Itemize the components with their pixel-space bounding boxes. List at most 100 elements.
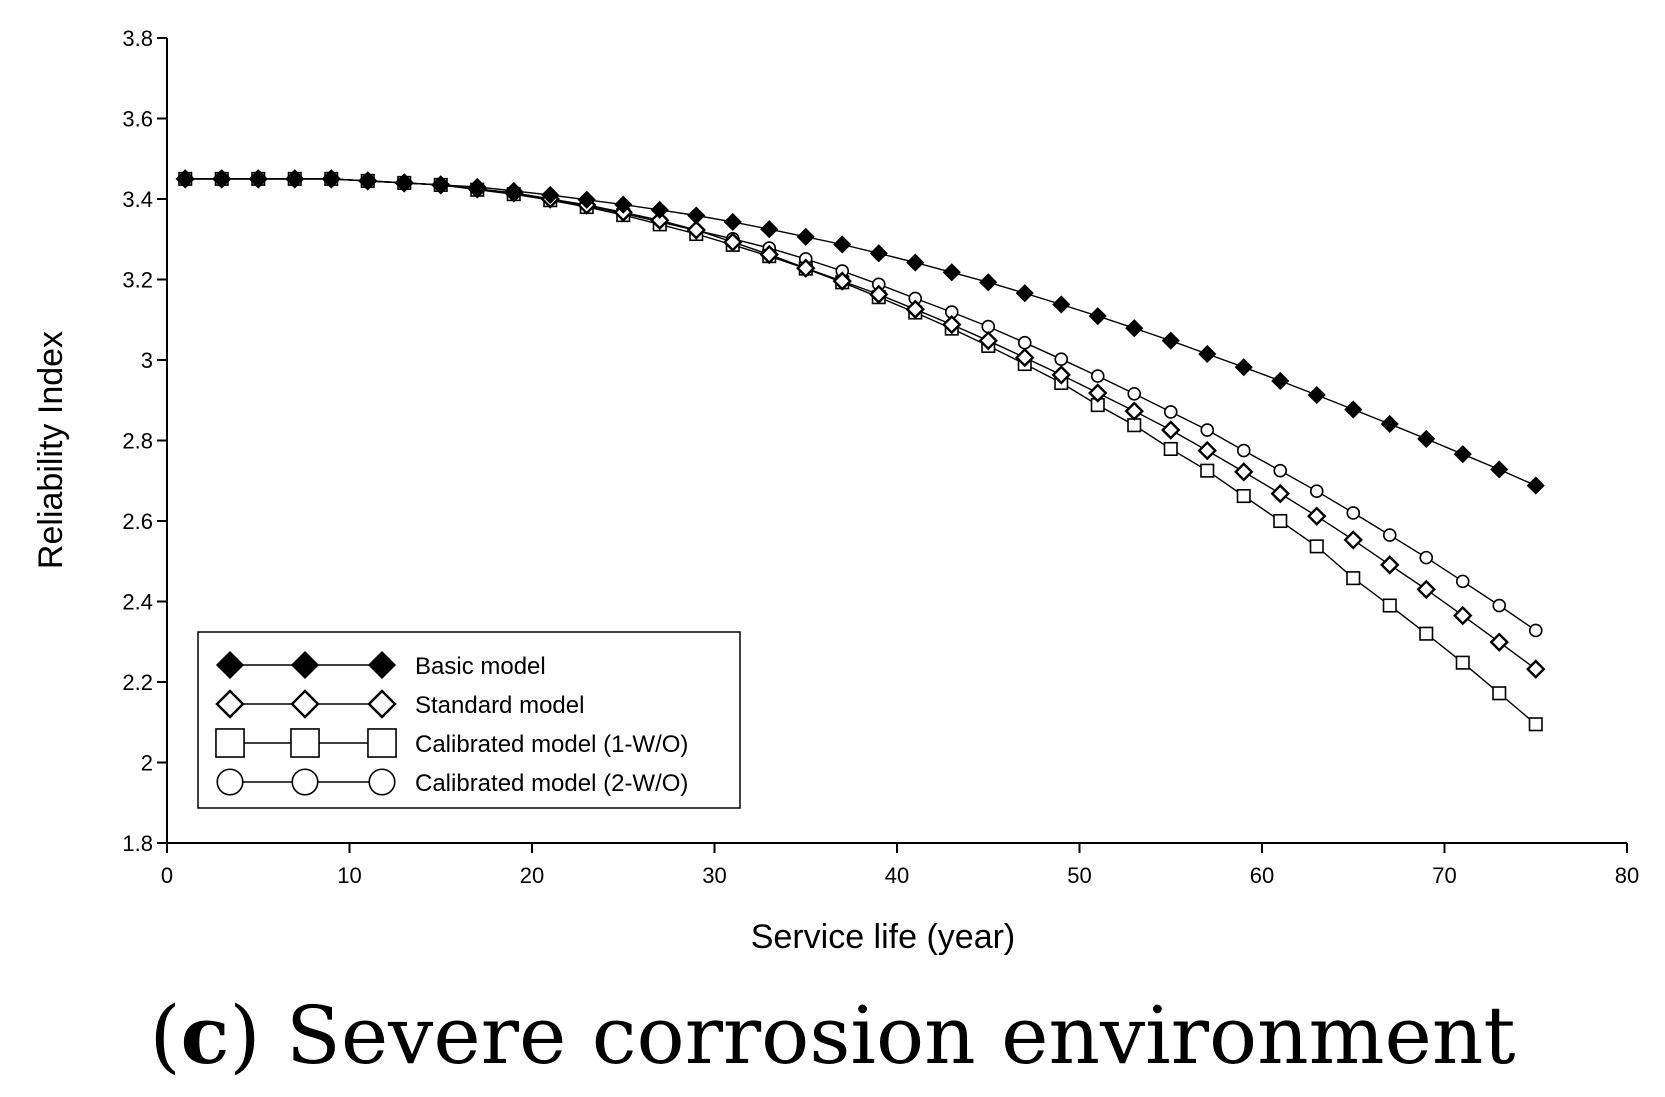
data-point xyxy=(1528,717,1543,732)
data-point xyxy=(1382,528,1397,542)
data-point xyxy=(1234,462,1254,482)
legend-label: Calibrated model (1-W/O) xyxy=(415,731,688,758)
data-point xyxy=(1200,463,1215,478)
x-axis-title: Service life (year) xyxy=(751,918,1016,956)
figure-caption: (c) Severe corrosion environment xyxy=(149,988,1516,1082)
x-tick-label: 70 xyxy=(1432,863,1456,888)
x-tick-label: 40 xyxy=(885,863,909,888)
data-point xyxy=(905,299,925,319)
legend-marker xyxy=(215,728,245,758)
data-point xyxy=(1197,440,1217,461)
data-point xyxy=(1273,513,1288,529)
data-point xyxy=(1343,530,1363,550)
legend-label: Calibrated model (2-W/O) xyxy=(415,770,688,797)
legend-marker xyxy=(290,728,320,758)
data-point xyxy=(468,177,487,196)
data-point xyxy=(1455,574,1470,589)
data-point xyxy=(906,253,925,272)
y-tick-label: 3.4 xyxy=(122,187,153,212)
data-point xyxy=(723,232,743,252)
data-point xyxy=(1163,405,1178,419)
x-tick-label: 80 xyxy=(1615,863,1639,888)
legend: Basic model Standard model Calibrated mode… xyxy=(197,631,741,809)
data-point xyxy=(1234,358,1253,377)
data-point xyxy=(1236,443,1251,458)
data-point xyxy=(686,220,706,240)
legend-marker xyxy=(215,689,245,719)
x-tick-label: 30 xyxy=(702,863,726,888)
data-point xyxy=(1015,347,1035,368)
data-point xyxy=(981,319,996,334)
data-point xyxy=(1455,655,1470,670)
data-point xyxy=(1015,284,1034,303)
data-point xyxy=(1346,571,1361,586)
series-layer xyxy=(175,169,1546,732)
legend-marker xyxy=(368,768,396,796)
data-point xyxy=(1088,307,1107,326)
data-point xyxy=(1492,598,1507,613)
data-point xyxy=(1307,385,1326,405)
data-point xyxy=(1307,506,1327,526)
data-point xyxy=(796,258,816,278)
data-point xyxy=(1127,387,1142,401)
y-tick-label: 1.8 xyxy=(122,831,153,856)
data-point xyxy=(1382,598,1397,613)
data-point xyxy=(212,169,231,188)
data-point xyxy=(1489,632,1509,652)
data-point xyxy=(1127,418,1142,433)
reliability-chart: 1.8 2 2.2 2.4 2.6 2.8 3 3.2 3.4 3.6 3.8 0 10 20 30 40 50… xyxy=(32,26,1639,956)
x-tick-label: 50 xyxy=(1067,863,1091,888)
data-point xyxy=(285,169,304,188)
data-point xyxy=(796,227,815,246)
series-line xyxy=(185,178,1537,487)
data-point xyxy=(1125,319,1144,338)
data-point xyxy=(1052,295,1071,314)
data-point xyxy=(614,195,633,214)
y-tick-label: 2.6 xyxy=(122,509,153,534)
data-point xyxy=(1380,555,1400,575)
legend-label: Standard model xyxy=(415,692,584,719)
data-point xyxy=(1453,445,1472,464)
data-point xyxy=(1161,420,1181,440)
y-tick-label: 2.4 xyxy=(122,590,153,615)
data-point xyxy=(1124,401,1144,421)
x-tick-label: 10 xyxy=(337,863,361,888)
data-point xyxy=(723,212,742,232)
legend-marker xyxy=(367,650,397,680)
data-point xyxy=(1051,365,1071,385)
legend-entry: Calibrated model (1-W/O) xyxy=(215,728,688,758)
data-point xyxy=(577,190,596,209)
legend-box xyxy=(197,631,741,809)
legend-entry: Standard model xyxy=(215,689,584,719)
data-point xyxy=(1309,484,1324,499)
y-tick-label: 2.2 xyxy=(122,670,153,695)
axis-ticks: 1.8 2 2.2 2.4 2.6 2.8 3 3.2 3.4 3.6 3.8 0 10 20 30 40 50… xyxy=(122,26,1639,888)
data-point xyxy=(431,175,450,194)
series-line xyxy=(185,178,1537,632)
y-tick-label: 2.8 xyxy=(122,429,153,454)
data-point xyxy=(1453,605,1473,626)
y-tick-label: 2 xyxy=(141,751,153,776)
y-tick-label: 3.2 xyxy=(122,268,153,293)
data-point xyxy=(1419,626,1434,641)
legend-marker xyxy=(290,650,320,680)
data-point xyxy=(1017,335,1032,350)
data-point xyxy=(942,263,961,282)
legend-entry: Calibrated model (2-W/O) xyxy=(216,768,688,797)
data-point xyxy=(1090,369,1105,383)
data-point xyxy=(650,200,669,219)
data-point xyxy=(249,169,268,188)
data-point xyxy=(541,185,560,205)
x-tick-label: 0 xyxy=(161,863,173,888)
data-point xyxy=(833,235,852,254)
legend-marker xyxy=(216,768,244,796)
data-point xyxy=(395,173,414,192)
data-point xyxy=(176,169,195,188)
data-point xyxy=(358,171,377,190)
data-point xyxy=(869,284,889,305)
data-point xyxy=(1416,579,1436,600)
legend-marker xyxy=(367,728,397,758)
data-point xyxy=(1492,686,1507,701)
x-tick-label: 60 xyxy=(1250,863,1274,888)
data-point xyxy=(1490,460,1509,479)
